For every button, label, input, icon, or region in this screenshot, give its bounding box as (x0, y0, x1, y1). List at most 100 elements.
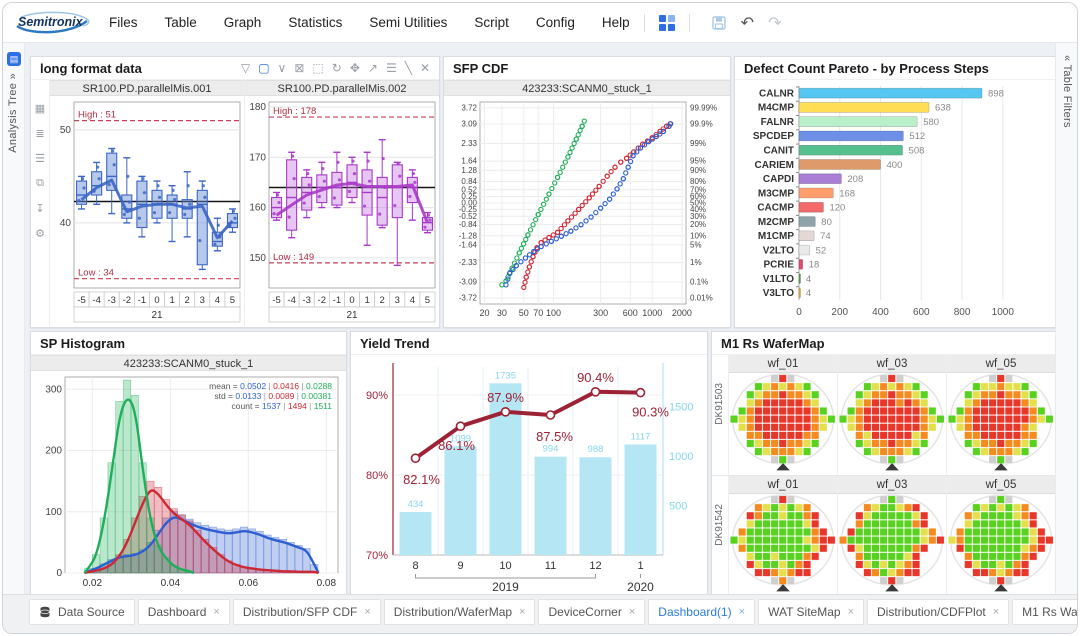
svg-text:High : 51: High : 51 (78, 110, 116, 121)
svg-text:80%: 80% (690, 177, 706, 186)
tab-close-icon[interactable]: × (847, 606, 854, 618)
wafer-map-wf_03[interactable] (838, 494, 947, 595)
tab-label: Distribution/CDFPlot (877, 605, 986, 619)
histogram-chart[interactable]: 0 100 200 300 0.02 0.04 0.06 0.08 mean = 0.0502 … (31, 371, 346, 597)
svg-text:-2: -2 (318, 295, 326, 306)
tab-distribution-wafermap[interactable]: Distribution/WaferMap × (383, 599, 536, 625)
tab-dashboard[interactable]: Dashboard × (137, 599, 230, 625)
wafer-map-wf_01[interactable] (729, 373, 838, 474)
svg-text:20%: 20% (690, 220, 706, 229)
analysis-tree-rail[interactable]: ▤ Analysis Tree » (3, 43, 25, 594)
svg-text:600: 600 (913, 307, 930, 318)
move-icon[interactable]: ✥ (349, 60, 360, 75)
menu-item-statistics[interactable]: Statistics (288, 15, 343, 30)
analysis-tree-toggle-icon[interactable]: ▤ (7, 52, 21, 66)
wafer-map-wf_05[interactable] (947, 494, 1056, 595)
wafer-map-wf_01[interactable] (729, 494, 838, 595)
tab-distribution-cdfplot[interactable]: Distribution/CDFPlot × (867, 599, 1010, 625)
svg-text:1: 1 (169, 295, 174, 306)
wafer-cell-wf_05[interactable]: wf_05 (946, 355, 1055, 475)
save-icon[interactable] (711, 15, 727, 31)
svg-text:52: 52 (816, 245, 827, 256)
wafer-map-wf_05[interactable] (947, 373, 1056, 474)
pareto-chart[interactable]: 0 200 400 600 800 1000 CALNR 898 M4CMP 638 FALNR 58… (735, 80, 1055, 326)
wafer-cell-wf_03[interactable]: wf_03 (837, 476, 946, 596)
filter-icon[interactable]: ▽ (240, 60, 251, 75)
svg-text:4: 4 (806, 274, 811, 285)
menu-item-script[interactable]: Script (474, 15, 509, 30)
tab-wat-sitemap[interactable]: WAT SiteMap × (758, 599, 864, 625)
tab-distribution-sfp-cdf[interactable]: Distribution/SFP CDF × (232, 599, 381, 625)
svg-text:50%: 50% (690, 199, 706, 208)
boxplot-chart-1[interactable]: 40 50 High : 51 Low : 34 -5 -4 -3 -2 -1 0 1 2 3 4 5 21 (50, 96, 244, 326)
undo-icon[interactable]: ↶ (740, 14, 755, 32)
line-icon[interactable]: ╲ (404, 60, 412, 75)
dashboard-grid-icon[interactable] (658, 14, 675, 31)
svg-text:90.4%: 90.4% (577, 370, 614, 385)
wafer-map-wf_03[interactable] (838, 373, 947, 474)
svg-text:70%: 70% (690, 185, 706, 194)
tab-close-icon[interactable]: × (992, 606, 1000, 618)
layers-icon[interactable]: ⧉ (36, 177, 44, 189)
wafer-cell-wf_01[interactable]: wf_01 (728, 476, 837, 596)
panel-title: SP Histogram (40, 335, 126, 351)
tab-dashboard-1-[interactable]: Dashboard(1) × (648, 599, 756, 625)
wafer-cell-wf_05[interactable]: wf_05 (946, 476, 1055, 596)
tab-m1-rs-wafermap[interactable]: M1 Rs WaferMap× (1012, 599, 1078, 625)
grid-icon[interactable]: ▦ (34, 103, 46, 115)
svg-text:70%: 70% (366, 550, 388, 562)
tab-close-icon[interactable]: × (628, 606, 636, 618)
svg-text:90%: 90% (366, 390, 388, 402)
svg-text:0.84: 0.84 (461, 177, 477, 186)
box-select-icon[interactable]: ▢ (258, 60, 270, 75)
svg-text:300: 300 (45, 384, 62, 395)
svg-text:99.99%: 99.99% (690, 103, 717, 112)
tab-close-icon[interactable]: × (213, 606, 220, 618)
tab-close-icon[interactable]: × (738, 606, 746, 618)
menu-item-semi-utilities[interactable]: Semi Utilities (369, 15, 448, 30)
close-icon[interactable]: ✕ (419, 60, 430, 75)
panel-defect-pareto: Defect Count Pareto - by Process Steps 0… (734, 56, 1056, 328)
svg-text:180: 180 (249, 102, 266, 113)
settings-icon[interactable]: ⚙ (35, 228, 45, 240)
svg-text:CARIEM: CARIEM (755, 160, 794, 171)
menu-item-help[interactable]: Help (601, 15, 630, 30)
tab-close-icon[interactable]: × (519, 606, 526, 618)
download-icon[interactable]: ↧ (35, 203, 45, 215)
cdf-chart[interactable]: 20 30 50 70 100 300 600 1000 2000 3.72 99.99% 3.09 9… (444, 96, 730, 326)
svg-text:PCRIE: PCRIE (763, 260, 794, 271)
wafer-cell-wf_01[interactable]: wf_01 (728, 355, 837, 475)
tab-close-icon[interactable]: × (364, 606, 371, 618)
svg-text:74: 74 (820, 231, 831, 242)
sliders-icon[interactable]: ≣ (35, 128, 45, 140)
tab-label: M1 Rs WaferMap (1022, 605, 1078, 619)
table-filters-rail[interactable]: « Table Filters (1055, 43, 1077, 594)
redo-icon[interactable]: ↷ (768, 14, 782, 32)
svg-text:0.25: 0.25 (461, 192, 477, 201)
svg-text:4: 4 (410, 295, 415, 306)
wafer-cell-wf_03[interactable]: wf_03 (837, 355, 946, 475)
svg-text:434: 434 (408, 499, 424, 510)
menu-item-files[interactable]: Files (109, 15, 138, 30)
list-icon[interactable]: ☰ (385, 60, 397, 75)
check-select-icon[interactable]: ∨ (277, 60, 287, 75)
clear-select-icon[interactable]: ⊠ (294, 60, 305, 75)
tab-devicecorner[interactable]: DeviceCorner × (538, 599, 646, 625)
lasso-icon[interactable]: ⬚ (312, 60, 324, 75)
list-icon[interactable]: ☰ (35, 153, 45, 165)
menu-item-config[interactable]: Config (535, 15, 575, 30)
wafer-name: wf_05 (947, 355, 1055, 373)
menu-item-table[interactable]: Table (164, 15, 197, 30)
svg-text:600: 600 (623, 308, 638, 318)
menu-item-graph[interactable]: Graph (223, 15, 262, 30)
rotate-icon[interactable]: ↻ (331, 60, 342, 75)
svg-text:CALNR: CALNR (759, 88, 795, 99)
svg-text:-0.52: -0.52 (459, 212, 478, 221)
svg-text:CAPDI: CAPDI (763, 174, 794, 185)
export-icon[interactable]: ↗ (367, 60, 378, 75)
tab-data-source[interactable]: Data Source (29, 599, 135, 625)
panel-title: long format data (40, 60, 142, 76)
